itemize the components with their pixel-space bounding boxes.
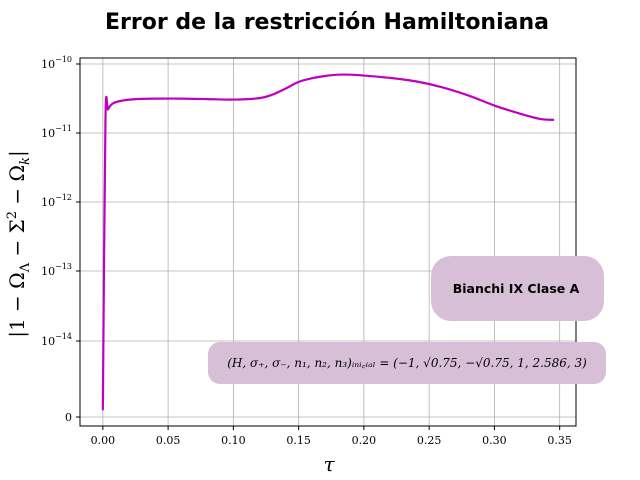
- x-tick-label: 0.10: [221, 434, 246, 447]
- x-tick-label: 0.25: [417, 434, 442, 447]
- x-axis-ticks: 0.00 0.05 0.10 0.15 0.20 0.25 0.30 0.35: [91, 426, 572, 447]
- y-axis-label: |1 − ΩΛ − Σ2 − Ωk|: [5, 150, 33, 338]
- x-tick-label: 0.15: [286, 434, 311, 447]
- x-tick-label: 0.05: [156, 434, 181, 447]
- x-axis-label: τ: [323, 452, 335, 476]
- x-tick-label: 0.20: [352, 434, 377, 447]
- y-axis-ticks: 0 10−14 10−13 10−12 10−11 10−10: [41, 55, 80, 424]
- y-tick-label: 10−14: [41, 332, 72, 348]
- series-line: [101, 73, 555, 411]
- annotation-text-bianchi: Bianchi IX Clase A: [453, 281, 580, 296]
- y-tick-label: 10−12: [41, 193, 72, 209]
- y-tick-label: 0: [65, 411, 72, 424]
- x-tick-label: 0.30: [482, 434, 507, 447]
- chart-title: Error de la restricción Hamiltoniana: [105, 10, 549, 35]
- annotation-text-initial: (H, σ₊, σ₋, n₁, n₂, n₃)ᵢₙᵢ꜀ᵢₐₗ = (−1, √0…: [227, 356, 587, 370]
- svg-text:|1 − ΩΛ − Σ2 − Ωk|: |1 − ΩΛ − Σ2 − Ωk|: [5, 150, 33, 338]
- x-tick-label: 0.35: [547, 434, 572, 447]
- annotation-box-bianchi: Bianchi IX Clase A: [431, 256, 604, 321]
- grid-layer: [80, 58, 576, 426]
- y-tick-label: 10−11: [41, 124, 72, 140]
- annotation-box-initial: (H, σ₊, σ₋, n₁, n₂, n₃)ᵢₙᵢ꜀ᵢₐₗ = (−1, √0…: [208, 342, 606, 384]
- y-tick-label: 10−10: [41, 55, 72, 71]
- x-tick-label: 0.00: [91, 434, 116, 447]
- plot-frame: [79, 57, 577, 427]
- y-tick-label: 10−13: [41, 262, 72, 278]
